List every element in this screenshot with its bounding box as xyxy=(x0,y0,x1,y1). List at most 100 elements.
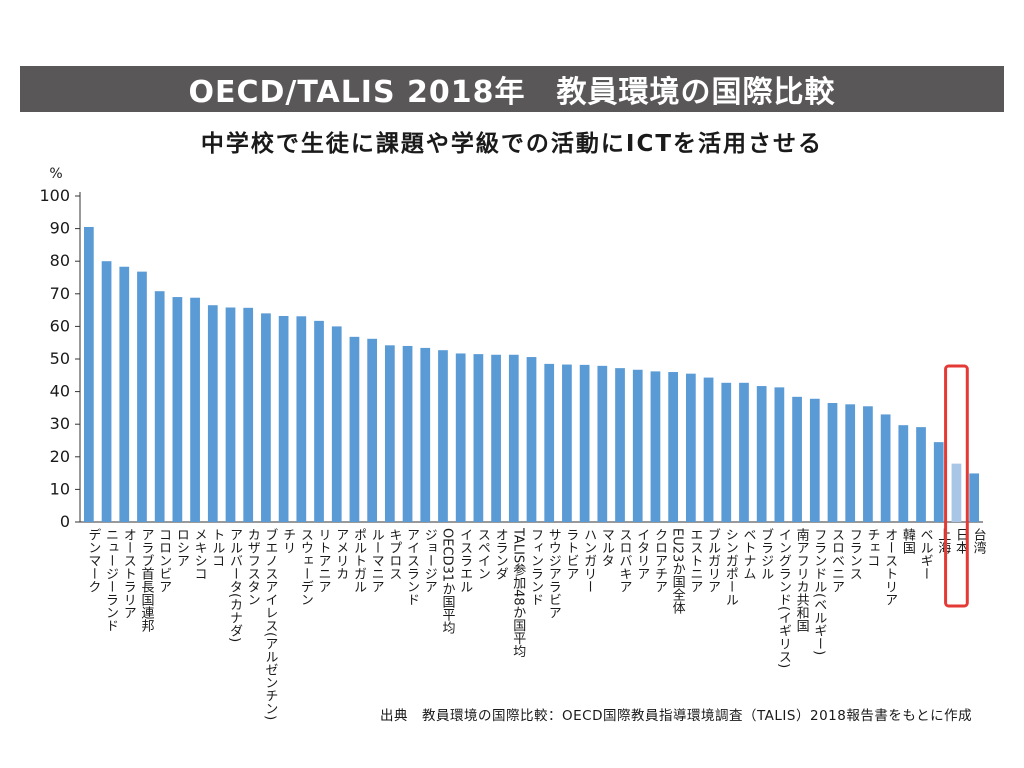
bar-18 xyxy=(402,345,413,522)
x-category-label: リトアニア xyxy=(316,528,331,593)
bar-24 xyxy=(508,354,519,522)
bar-7 xyxy=(207,305,218,522)
banner-title: OECD/TALIS 2018年 教員環境の国際比較 xyxy=(20,66,1004,112)
x-category-label: コロンビア xyxy=(156,528,171,593)
x-category-label: 韓国 xyxy=(900,528,916,554)
x-category-label: デンマーク xyxy=(85,528,100,593)
bar-39 xyxy=(774,387,785,522)
bar-35 xyxy=(703,377,714,522)
bars xyxy=(83,226,980,522)
y-tick-label: 10 xyxy=(50,479,70,498)
bar-1 xyxy=(101,261,112,522)
bar-31 xyxy=(632,369,643,522)
bar-41 xyxy=(809,398,820,522)
x-category-label: ブエノスアイレス(アルゼンチン) xyxy=(262,527,278,720)
x-category-label: アルバータ(カナダ) xyxy=(227,528,243,642)
highlight-box xyxy=(944,364,969,608)
bar-28 xyxy=(579,364,590,522)
bar-5 xyxy=(172,297,183,522)
x-category-label: オーストラリア xyxy=(121,528,136,619)
bar-43 xyxy=(845,404,856,522)
x-category-label: エストニア xyxy=(687,528,702,593)
bar-8 xyxy=(225,307,236,522)
source-note: 出典 教員環境の国際比較：OECD国際教員指導環境調査（TALIS）2018報告… xyxy=(380,708,973,724)
x-category-label: シンガポール xyxy=(723,528,738,606)
bar-37 xyxy=(739,382,749,522)
bar-3 xyxy=(137,271,147,522)
bar-26 xyxy=(544,363,555,522)
bar-25 xyxy=(526,357,537,522)
x-category-label: ブラジル xyxy=(758,527,773,580)
y-tick-label: 40 xyxy=(50,382,70,401)
x-category-label: スロバキア xyxy=(617,528,633,593)
bar-12 xyxy=(296,316,307,522)
x-category-label: ロシア xyxy=(174,528,189,567)
bar-42 xyxy=(827,403,838,522)
bar-38 xyxy=(756,386,767,522)
bar-46 xyxy=(898,425,909,522)
bar-27 xyxy=(562,364,572,522)
x-category-label: TALIS参加48か国平均 xyxy=(510,527,526,658)
bar-10 xyxy=(261,313,271,522)
x-category-label: ジョージア xyxy=(422,528,437,593)
bar-44 xyxy=(863,406,873,522)
x-category-label: イタリア xyxy=(634,528,649,580)
x-category-label: スロベニア xyxy=(829,528,845,593)
x-category-label: 台湾 xyxy=(971,528,987,554)
bar-22 xyxy=(473,354,484,522)
x-category-label: イングランド(イギリス) xyxy=(776,528,792,668)
bar-16 xyxy=(367,338,378,522)
x-category-label: ベトナム xyxy=(740,528,756,580)
x-category-label: ルーマニア xyxy=(369,528,384,593)
bar-34 xyxy=(685,373,696,522)
x-category-label: ベルギー xyxy=(918,528,934,580)
bar-13 xyxy=(314,320,324,522)
y-tick-label: 20 xyxy=(50,447,70,466)
x-category-label: スウェーデン xyxy=(298,528,313,606)
x-category-label: OECD31か国平均 xyxy=(439,528,455,635)
x-category-label: キプロス xyxy=(386,528,401,580)
x-category-label: クロアチア xyxy=(652,528,667,593)
y-tick-label: 30 xyxy=(50,414,70,433)
x-category-label: オランダ xyxy=(493,528,508,580)
y-tick-label: 100 xyxy=(39,186,70,205)
bar-20 xyxy=(438,350,448,522)
x-category-label: スペイン xyxy=(475,528,491,580)
x-category-label: カザフスタン xyxy=(245,528,260,606)
bar-14 xyxy=(331,326,342,522)
japan-highlight-box xyxy=(944,364,969,608)
bar-2 xyxy=(119,266,130,522)
bar-48 xyxy=(933,442,944,522)
bar-0 xyxy=(83,226,94,522)
x-category-label: ブルガリア xyxy=(705,527,720,593)
y-tick-label: 80 xyxy=(50,251,70,270)
x-category-label: ニュージーランド xyxy=(103,528,118,632)
x-category-label: 上海 xyxy=(935,528,951,554)
x-category-label: オーストリア xyxy=(882,528,897,606)
x-category-label: ポルトガル xyxy=(351,528,366,593)
x-category-label: フランス xyxy=(847,528,862,580)
y-tick-label: 70 xyxy=(50,284,70,303)
bar-33 xyxy=(668,372,679,522)
bar-29 xyxy=(597,365,608,522)
x-axis-labels: デンマーク ニュージーランド オーストラリア アラブ首長国連邦 コロンビア ロシア メキシコ… xyxy=(85,527,986,720)
x-category-label: フィンランド xyxy=(528,528,543,606)
bar-17 xyxy=(384,345,395,522)
bar-40 xyxy=(792,396,802,522)
bar-36 xyxy=(721,382,732,522)
bar-19 xyxy=(420,347,431,522)
x-category-label: アラブ首長国連邦 xyxy=(138,528,154,632)
x-category-label: アメリカ xyxy=(333,528,348,580)
x-category-label: ハンガリー xyxy=(581,528,596,593)
bar-30 xyxy=(615,368,625,522)
bar-32 xyxy=(650,371,661,522)
bar-49 xyxy=(951,463,962,522)
y-tick-label: 90 xyxy=(50,219,70,238)
y-tick-label: 60 xyxy=(50,316,70,335)
x-category-label: メキシコ xyxy=(192,528,207,580)
x-category-label: トルコ xyxy=(209,528,224,567)
x-category-label: アイスランド xyxy=(404,528,419,606)
bar-45 xyxy=(880,414,891,522)
bar-4 xyxy=(154,291,165,522)
